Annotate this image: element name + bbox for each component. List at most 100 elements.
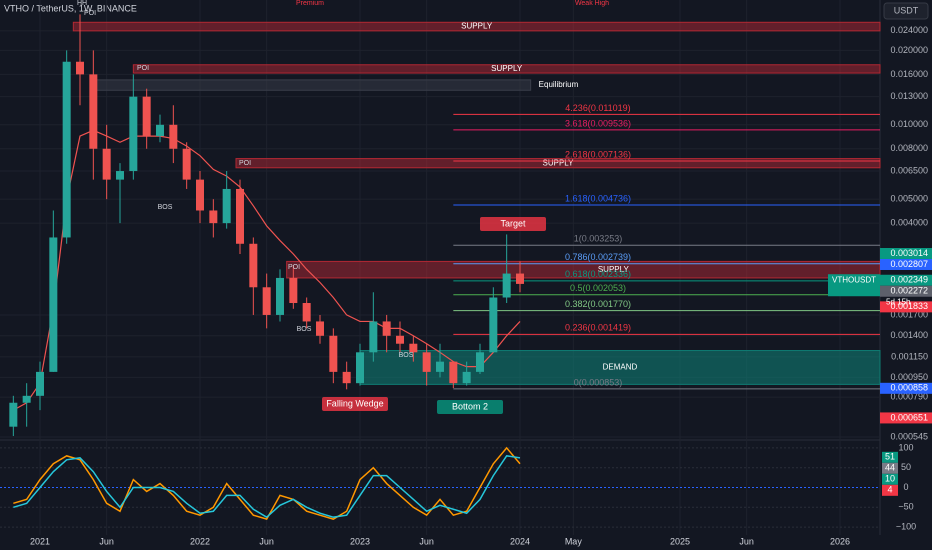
symbol-box — [828, 274, 880, 297]
candle-body — [342, 371, 351, 384]
fib-label: 2.618(0.007136) — [565, 149, 631, 159]
candle-body — [516, 273, 524, 284]
candle-body — [102, 148, 111, 180]
x-tick-label: 2026 — [830, 536, 850, 546]
currency[interactable]: USDT — [894, 5, 919, 15]
candle-body — [449, 361, 458, 384]
zone — [72, 21, 881, 32]
price-label: 0.000858 — [890, 383, 928, 393]
annotation: POI — [288, 264, 300, 271]
annotation: Falling Wedge — [326, 398, 383, 408]
y-tick-label: 0.008000 — [890, 143, 928, 153]
osc-tick-label: 0 — [903, 482, 908, 492]
y-tick-label: 0.016000 — [890, 69, 928, 79]
zone — [359, 350, 881, 385]
osc-readout-box — [882, 484, 898, 496]
annotation: BOS — [297, 326, 312, 333]
annotation: BOS — [399, 352, 414, 359]
y-tick-label: 0.006500 — [890, 165, 928, 175]
candle-body — [422, 352, 431, 372]
y-tick-label: 0.000790 — [890, 392, 928, 402]
candle-body — [489, 297, 498, 353]
candle-body — [276, 277, 284, 315]
price-label: 0.002349 — [890, 275, 928, 285]
annotation: Weak High — [575, 0, 609, 7]
osc-readout-box — [882, 473, 898, 485]
fib-label: 0.382(0.001770) — [565, 299, 631, 309]
price-label: 0.002272 — [890, 286, 928, 296]
fib-label: 0.236(0.001419) — [565, 323, 631, 333]
annotation: Bottom 2 — [452, 401, 488, 411]
annotation: Premium — [296, 0, 324, 7]
osc-readout: 51 — [885, 452, 895, 462]
annotation: HH — [77, 0, 87, 7]
annotation: BOS — [158, 204, 173, 211]
candle-body — [22, 395, 31, 403]
candle-body — [302, 303, 311, 322]
candle-body — [436, 361, 444, 372]
osc-readout-box — [882, 462, 898, 474]
annotation: POI — [137, 65, 149, 72]
zone-label: SUPPLY — [491, 64, 523, 73]
price-label: 0.001833 — [890, 301, 928, 311]
candle-body — [36, 371, 44, 396]
candle-body — [369, 321, 378, 353]
price-label-box — [880, 382, 932, 394]
x-tick-label: 2024 — [510, 536, 530, 546]
x-tick-label: Jun — [739, 536, 754, 546]
fib-label: 0.618(0.002336) — [565, 269, 631, 279]
y-tick-label: 0.001400 — [890, 330, 928, 340]
candle-body — [396, 335, 404, 344]
candle-body — [49, 237, 58, 372]
zone-label: Equilibrium — [539, 80, 579, 89]
osc-readout: 44 — [885, 463, 895, 473]
x-tick-label: Jun — [99, 536, 114, 546]
x-tick-label: Jun — [419, 536, 434, 546]
annotation: POI — [239, 160, 251, 167]
zone — [92, 79, 532, 91]
osc-readout-box — [882, 451, 898, 463]
candle-body — [169, 124, 178, 149]
zone-label: SUPPLY — [543, 158, 575, 167]
candle-body — [209, 210, 218, 224]
x-tick-label: May — [565, 536, 583, 546]
zone-label: SUPPLY — [598, 265, 630, 274]
candle-body — [476, 352, 484, 372]
candle-body — [116, 171, 124, 180]
candle-body — [356, 352, 364, 384]
price-label-box — [880, 285, 932, 297]
currency-button[interactable] — [883, 2, 929, 20]
annotation: POI — [84, 10, 96, 17]
price-label-box — [880, 274, 932, 286]
osc-readout: 4 — [887, 485, 892, 495]
osc-tick-label: −50 — [898, 502, 913, 512]
x-tick-label: 2023 — [350, 536, 370, 546]
fib-label: 1.618(0.004736) — [565, 193, 631, 203]
y-tick-label: 0.010000 — [890, 119, 928, 129]
y-tick-label: 0.005000 — [890, 194, 928, 204]
fib-label: 0.5(0.002053) — [570, 283, 626, 293]
price-label-box — [880, 247, 932, 259]
fib-label: 0(0.000853) — [574, 377, 623, 387]
candle-body — [329, 335, 338, 372]
y-tick-label: 0.004000 — [890, 218, 928, 228]
chart-title: VTHO / TetherUS, 1W, BINANCE — [4, 3, 137, 13]
candle-body — [76, 61, 84, 75]
price-label-box — [880, 412, 932, 424]
candle-body — [62, 61, 71, 238]
candle-body — [222, 188, 231, 224]
osc-line — [13, 446, 521, 521]
price-label-box — [880, 301, 932, 313]
x-tick-label: Jun — [259, 536, 274, 546]
candle-body — [142, 96, 151, 137]
moving-average — [13, 129, 521, 411]
annotation-box — [437, 400, 503, 414]
candle-body — [502, 273, 511, 298]
zone-label: DEMAND — [603, 363, 638, 372]
y-tick-label: 0.000545 — [890, 431, 928, 441]
countdown: 5d 15h — [886, 297, 910, 306]
y-tick-label: 0.001700 — [890, 309, 928, 319]
y-tick-label: 0.001150 — [891, 351, 928, 361]
x-tick-label: 2021 — [30, 536, 50, 546]
candle-body — [9, 402, 18, 427]
